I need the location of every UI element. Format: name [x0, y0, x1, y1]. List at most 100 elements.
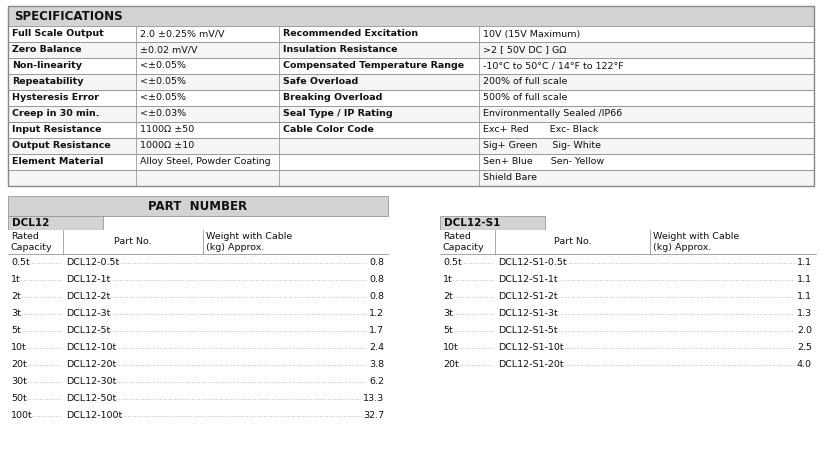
Text: DCL12-50t: DCL12-50t — [66, 394, 116, 403]
Text: Output Resistance: Output Resistance — [12, 141, 110, 150]
Text: 3.8: 3.8 — [369, 360, 384, 369]
Text: Alloy Steel, Powder Coating: Alloy Steel, Powder Coating — [140, 157, 270, 166]
FancyBboxPatch shape — [8, 90, 814, 106]
Text: DCL12-30t: DCL12-30t — [66, 377, 116, 386]
Text: DCL12-S1-20t: DCL12-S1-20t — [498, 360, 564, 369]
Text: Zero Balance: Zero Balance — [12, 46, 82, 55]
Text: DCL12-S1-3t: DCL12-S1-3t — [498, 309, 558, 318]
Text: Creep in 30 min.: Creep in 30 min. — [12, 110, 100, 118]
Text: Capacity: Capacity — [443, 243, 485, 252]
Text: 10t: 10t — [11, 343, 26, 352]
Text: 1.1: 1.1 — [797, 275, 812, 284]
Text: Seal Type / IP Rating: Seal Type / IP Rating — [283, 110, 392, 118]
Text: 2.4: 2.4 — [369, 343, 384, 352]
Text: Rated: Rated — [443, 232, 471, 241]
FancyBboxPatch shape — [8, 170, 814, 186]
FancyBboxPatch shape — [8, 216, 103, 230]
Text: ±0.02 mV/V: ±0.02 mV/V — [140, 46, 198, 55]
Text: DCL12-5t: DCL12-5t — [66, 326, 110, 335]
Text: 32.7: 32.7 — [363, 411, 384, 420]
Text: (kg) Approx.: (kg) Approx. — [653, 243, 711, 252]
Text: -10°C to 50°C / 14°F to 122°F: -10°C to 50°C / 14°F to 122°F — [483, 62, 624, 70]
Text: Compensated Temperature Range: Compensated Temperature Range — [283, 62, 464, 70]
Text: 500% of full scale: 500% of full scale — [483, 94, 568, 102]
Text: SPECIFICATIONS: SPECIFICATIONS — [14, 9, 123, 23]
Text: 10V (15V Maximum): 10V (15V Maximum) — [483, 30, 580, 39]
Text: DCL12-100t: DCL12-100t — [66, 411, 122, 420]
Text: Non-linearity: Non-linearity — [12, 62, 82, 70]
Text: DCL12-S1-0.5t: DCL12-S1-0.5t — [498, 258, 567, 267]
Text: Safe Overload: Safe Overload — [283, 78, 358, 86]
Text: 2.5: 2.5 — [797, 343, 812, 352]
Text: DCL12-S1-2t: DCL12-S1-2t — [498, 292, 558, 301]
Text: Element Material: Element Material — [12, 157, 103, 166]
FancyBboxPatch shape — [8, 230, 388, 254]
Text: DCL12-S1-10t: DCL12-S1-10t — [498, 343, 564, 352]
Text: Rated: Rated — [11, 232, 39, 241]
FancyBboxPatch shape — [440, 230, 816, 254]
Text: Full Scale Output: Full Scale Output — [12, 30, 104, 39]
Text: 3t: 3t — [11, 309, 21, 318]
Text: 1.1: 1.1 — [797, 292, 812, 301]
Text: >2 [ 50V DC ] GΩ: >2 [ 50V DC ] GΩ — [483, 46, 566, 55]
Text: 2t: 2t — [11, 292, 21, 301]
Text: 13.3: 13.3 — [363, 394, 384, 403]
Text: 0.5t: 0.5t — [11, 258, 30, 267]
Text: 1.7: 1.7 — [369, 326, 384, 335]
FancyBboxPatch shape — [8, 196, 388, 216]
Text: (kg) Approx.: (kg) Approx. — [206, 243, 265, 252]
Text: 20t: 20t — [443, 360, 459, 369]
FancyBboxPatch shape — [8, 106, 814, 122]
Text: DCL12: DCL12 — [12, 218, 49, 228]
Text: 10t: 10t — [443, 343, 459, 352]
Text: Part No.: Part No. — [554, 237, 592, 246]
Text: Breaking Overload: Breaking Overload — [283, 94, 382, 102]
Text: Repeatability: Repeatability — [12, 78, 83, 86]
Text: 5t: 5t — [11, 326, 21, 335]
Text: 3t: 3t — [443, 309, 453, 318]
Text: DCL12-S1: DCL12-S1 — [444, 218, 500, 228]
Text: 50t: 50t — [11, 394, 26, 403]
Text: 200% of full scale: 200% of full scale — [483, 78, 568, 86]
Text: 1000Ω ±10: 1000Ω ±10 — [140, 141, 194, 150]
FancyBboxPatch shape — [8, 122, 814, 138]
Text: <±0.05%: <±0.05% — [140, 94, 186, 102]
Text: Insulation Resistance: Insulation Resistance — [283, 46, 397, 55]
Text: Environmentally Sealed /IP66: Environmentally Sealed /IP66 — [483, 110, 622, 118]
Text: 1.1: 1.1 — [797, 258, 812, 267]
FancyBboxPatch shape — [8, 6, 814, 26]
Text: 2.0: 2.0 — [797, 326, 812, 335]
Text: Weight with Cable: Weight with Cable — [653, 232, 739, 241]
Text: Hysteresis Error: Hysteresis Error — [12, 94, 99, 102]
Text: DCL12-10t: DCL12-10t — [66, 343, 116, 352]
Text: 5t: 5t — [443, 326, 452, 335]
Text: <±0.05%: <±0.05% — [140, 62, 186, 70]
Text: PART  NUMBER: PART NUMBER — [148, 199, 247, 212]
FancyBboxPatch shape — [8, 138, 814, 154]
Text: DCL12-0.5t: DCL12-0.5t — [66, 258, 119, 267]
Text: 100t: 100t — [11, 411, 33, 420]
Text: 1t: 1t — [11, 275, 21, 284]
Text: DCL12-2t: DCL12-2t — [66, 292, 110, 301]
Text: 20t: 20t — [11, 360, 26, 369]
Text: DCL12-1t: DCL12-1t — [66, 275, 110, 284]
Text: Recommended Excitation: Recommended Excitation — [283, 30, 418, 39]
Text: 1t: 1t — [443, 275, 452, 284]
Text: 1.3: 1.3 — [797, 309, 812, 318]
Text: Exc+ Red       Exc- Black: Exc+ Red Exc- Black — [483, 125, 598, 134]
Text: Input Resistance: Input Resistance — [12, 125, 101, 134]
Text: 6.2: 6.2 — [369, 377, 384, 386]
Text: <±0.05%: <±0.05% — [140, 78, 186, 86]
FancyBboxPatch shape — [8, 58, 814, 74]
FancyBboxPatch shape — [8, 26, 814, 42]
Text: Capacity: Capacity — [11, 243, 53, 252]
FancyBboxPatch shape — [8, 154, 814, 170]
Text: 2t: 2t — [443, 292, 452, 301]
FancyBboxPatch shape — [8, 74, 814, 90]
Text: Weight with Cable: Weight with Cable — [206, 232, 293, 241]
Text: DCL12-3t: DCL12-3t — [66, 309, 110, 318]
Text: DCL12-S1-5t: DCL12-S1-5t — [498, 326, 558, 335]
Text: 1.2: 1.2 — [369, 309, 384, 318]
Text: DCL12-20t: DCL12-20t — [66, 360, 116, 369]
Text: 4.0: 4.0 — [797, 360, 812, 369]
